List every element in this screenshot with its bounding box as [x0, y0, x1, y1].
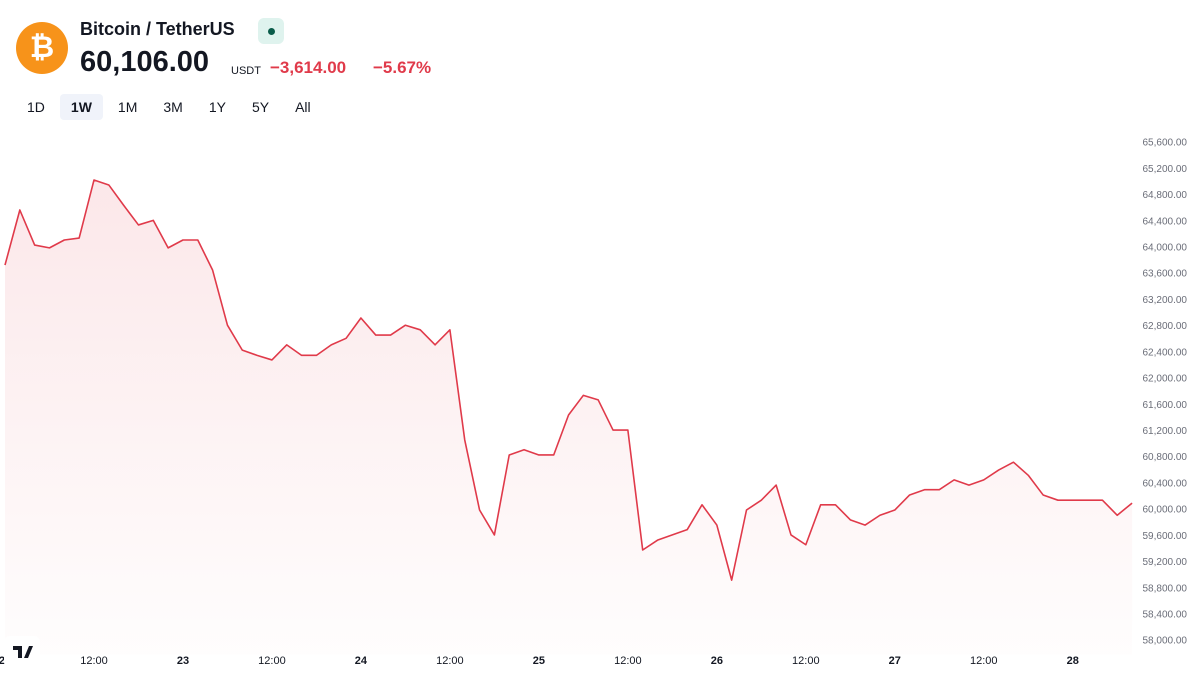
price: 60,106.00	[80, 46, 210, 78]
x-tick-label: 12:00	[258, 655, 286, 667]
x-tick-label: 12:00	[436, 655, 464, 667]
price-line	[4, 179, 1133, 581]
x-tick-label: 12:00	[970, 655, 998, 667]
x-tick-label: 12:00	[80, 655, 108, 667]
timeframe-button[interactable]: 1D	[27, 99, 45, 115]
timeframe-button[interactable]: 1W	[59, 94, 103, 120]
timeframe-button[interactable]: 1M	[117, 99, 138, 115]
y-tick-label: 62,000.00	[1143, 374, 1188, 385]
change: −3,614.00	[270, 58, 347, 77]
y-tick-label: 65,200.00	[1143, 164, 1188, 175]
x-tick-label: 12:00	[614, 655, 642, 667]
y-tick-label: 60,800.00	[1143, 452, 1188, 463]
y-tick-label: 61,600.00	[1143, 400, 1188, 411]
x-tick-label: 27	[889, 655, 901, 667]
timeframe-button[interactable]: 3M	[163, 99, 183, 115]
y-tick-label: 58,000.00	[1143, 636, 1188, 647]
timeframe-button[interactable]: 5Y	[251, 99, 270, 115]
y-tick-label: 64,000.00	[1143, 243, 1188, 254]
x-tick-label: 23	[177, 655, 189, 667]
market-status	[258, 18, 284, 44]
y-tick-label: 63,600.00	[1143, 269, 1188, 280]
y-tick-label: 63,200.00	[1143, 295, 1188, 306]
x-tick-label: 26	[711, 655, 723, 667]
timeframes: 1D 1W 1M 3M 1Y 5Y All	[16, 94, 322, 120]
tv-logo[interactable]	[4, 636, 40, 668]
y-tick-label: 58,400.00	[1143, 610, 1188, 621]
timeframe-button[interactable]: All	[295, 99, 311, 115]
x-tick-label: 12:00	[792, 655, 820, 667]
y-tick-label: 64,800.00	[1143, 190, 1188, 201]
x-tick-label: 28	[1067, 655, 1079, 667]
y-tick-label: 62,400.00	[1143, 347, 1188, 358]
y-tick-label: 60,000.00	[1143, 505, 1188, 516]
change-percent: −5.67%	[373, 58, 432, 77]
y-tick-label: 58,800.00	[1143, 583, 1188, 594]
y-tick-label: 59,200.00	[1143, 557, 1188, 568]
coin-icon: ₿	[16, 22, 68, 74]
timeframe-button[interactable]: 1Y	[208, 99, 226, 115]
x-tick-label: 24	[355, 655, 368, 667]
y-tick-label: 64,400.00	[1143, 216, 1188, 227]
y-tick-label: 65,600.00	[1143, 138, 1188, 149]
y-tick-label: 62,800.00	[1143, 321, 1188, 332]
y-tick-label: 61,200.00	[1143, 426, 1188, 437]
y-tick-label: 59,600.00	[1143, 531, 1188, 542]
currency: USDT	[231, 65, 261, 77]
symbol[interactable]: Bitcoin / TetherUS	[80, 19, 235, 39]
x-tick-label: 25	[533, 655, 545, 667]
y-tick-label: 60,400.00	[1143, 478, 1188, 489]
